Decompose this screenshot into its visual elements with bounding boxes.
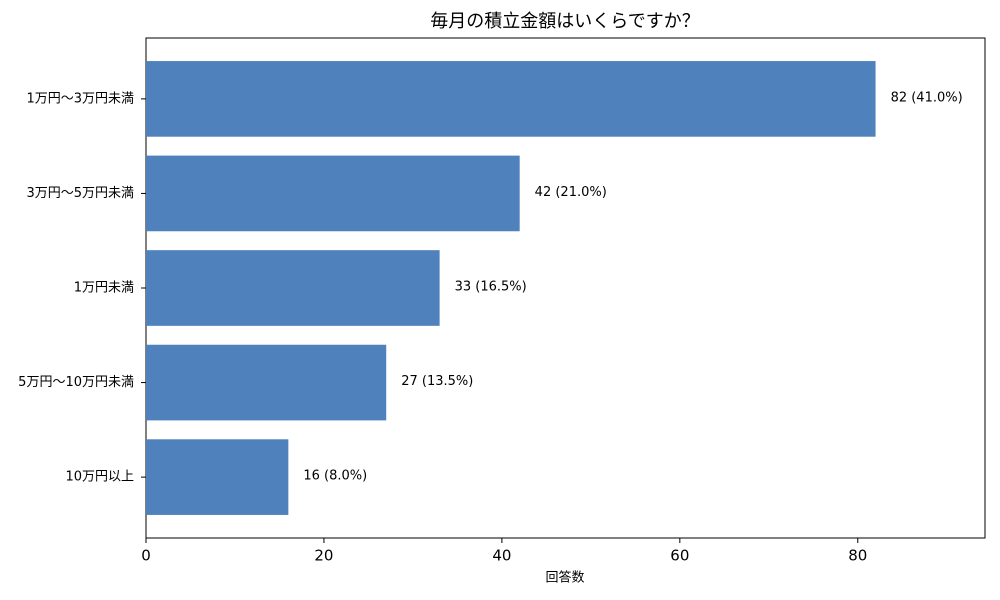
bar [146, 439, 289, 515]
x-tick-label: 60 [670, 547, 689, 565]
value-label: 42 (21.0%) [535, 185, 607, 200]
x-tick-label: 40 [492, 547, 511, 565]
bar [146, 61, 876, 137]
chart-title: 毎月の積立金額はいくらですか？ [430, 11, 699, 32]
value-label: 33 (16.5%) [455, 280, 527, 295]
y-tick-label: 1万円未満 [74, 281, 134, 296]
bar [146, 344, 387, 421]
bar [146, 250, 440, 326]
x-axis-title: 回答数 [545, 570, 584, 586]
value-label: 82 (41.0%) [891, 90, 963, 105]
x-tick-label: 0 [141, 547, 151, 565]
y-tick-label: 1万円〜3万円未満 [26, 91, 134, 106]
y-tick-label: 5万円〜10万円未満 [18, 375, 134, 390]
value-label: 27 (13.5%) [401, 374, 473, 389]
x-tick-label: 80 [848, 547, 867, 565]
y-tick-label: 10万円以上 [65, 470, 134, 485]
value-label: 16 (8.0%) [303, 469, 367, 484]
x-tick-label: 20 [314, 547, 333, 565]
bar [146, 155, 520, 232]
y-tick-label: 3万円〜5万円未満 [26, 186, 134, 201]
